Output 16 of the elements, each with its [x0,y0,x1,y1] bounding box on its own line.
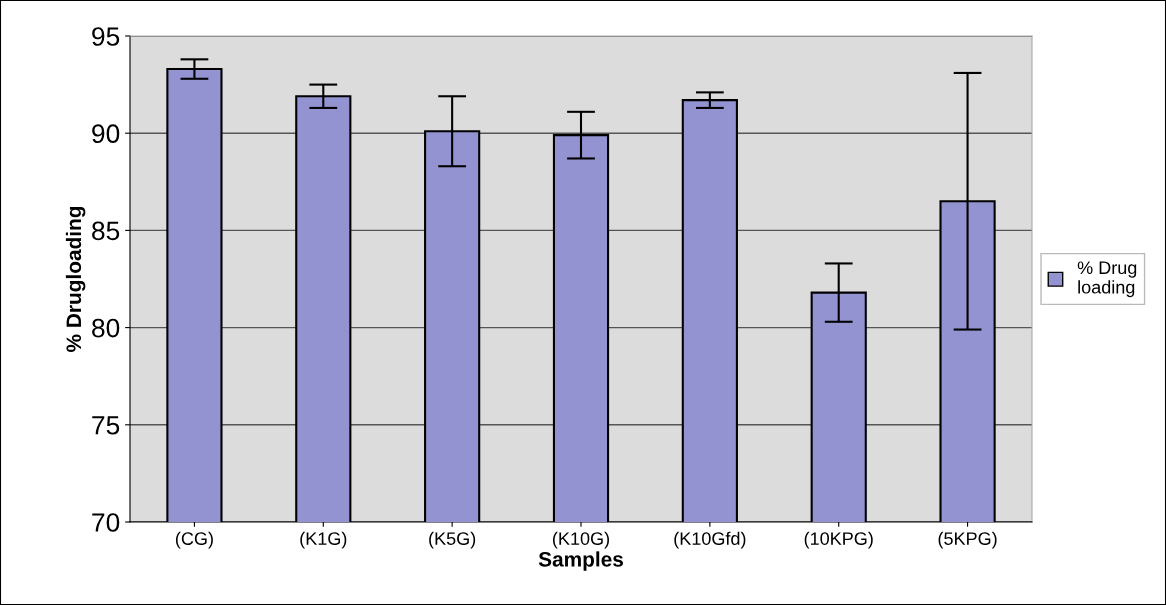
y-tick-label: 85 [92,221,120,241]
x-tick-label: (K10G) [553,531,609,549]
x-tick-label: (5KPG) [938,531,997,549]
y-tick-label: 75 [92,416,120,435]
x-axis-title: Samples [538,551,623,571]
x-tick-label: (K5G) [429,531,476,549]
y-axis-title: % Drugloading [65,206,86,352]
y-tick-label: 95 [92,27,120,46]
x-tick-label: (CG) [175,531,213,549]
y-tick-label: 70 [92,513,120,532]
x-tick-label: (K1G) [300,531,347,549]
legend-label: % Drug loading [1077,261,1137,298]
x-tick-label: (10KPG) [804,531,873,549]
y-tick-label: 90 [92,124,120,144]
y-tick-label: 80 [92,318,120,338]
x-tick-label: (K10Gfd) [674,531,746,549]
